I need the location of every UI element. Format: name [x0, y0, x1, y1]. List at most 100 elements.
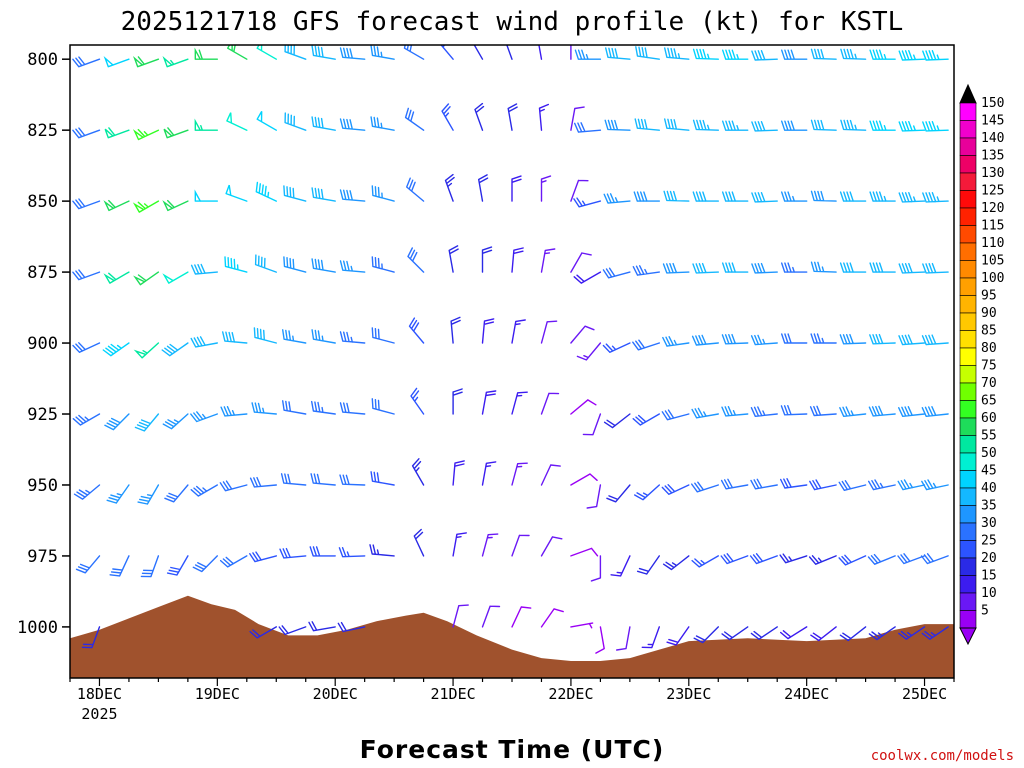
- colorbar-label: 80: [981, 341, 997, 356]
- wind-barb: [511, 175, 522, 202]
- wind-barb-shape: [810, 261, 837, 273]
- wind-barb: [839, 262, 867, 273]
- colorbar-label: 60: [981, 411, 997, 426]
- wind-barb-shape: [222, 331, 248, 344]
- wind-barb: [750, 626, 778, 640]
- wind-barb: [163, 127, 189, 139]
- x-axis: 18DEC 19DEC 20DEC 21DEC 22DEC 23DEC 24DEC 25DEC…: [69, 678, 955, 723]
- x-tick-label: 19DEC: [195, 685, 240, 703]
- wind-barb: [104, 127, 130, 139]
- wind-barb: [254, 254, 277, 273]
- wind-barb-shape: [664, 47, 690, 60]
- wind-barb-shape: [922, 262, 949, 274]
- wind-barb-shape: [452, 460, 465, 486]
- wind-barb-shape: [570, 399, 597, 415]
- wind-barb-shape: [602, 342, 631, 353]
- wind-barb: [590, 555, 602, 582]
- wind-barb: [693, 626, 719, 644]
- wind-barb: [838, 554, 867, 566]
- colorbar-label: 130: [981, 166, 1004, 181]
- wind-barb: [192, 555, 218, 573]
- wind-barb: [898, 192, 926, 203]
- wind-barb-shape: [192, 555, 218, 573]
- wind-barb-shape: [282, 329, 307, 344]
- wind-barb: [511, 462, 528, 486]
- wind-barb-shape: [810, 48, 837, 60]
- wind-barb-shape: [751, 262, 778, 274]
- wind-barb: [311, 400, 336, 415]
- wind-barb: [339, 189, 366, 202]
- wind-barb-shape: [781, 49, 808, 60]
- wind-barb-shape: [411, 458, 425, 486]
- wind-barb-shape: [339, 402, 366, 415]
- wind-barb-shape: [922, 50, 949, 61]
- wind-barb: [540, 608, 564, 628]
- wind-barb-shape: [868, 479, 896, 491]
- wind-barb: [220, 406, 248, 417]
- wind-barb-shape: [839, 191, 867, 202]
- wind-barb-shape: [104, 127, 130, 139]
- wind-barb-shape: [220, 406, 248, 417]
- wind-barb: [225, 184, 248, 202]
- wind-barb-shape: [570, 622, 594, 629]
- wind-barb: [280, 473, 307, 486]
- wind-barb-shape: [103, 199, 130, 212]
- wind-barb-shape: [162, 413, 189, 430]
- wind-barb: [602, 342, 631, 353]
- wind-barb-shape: [506, 45, 513, 60]
- wind-barb: [540, 536, 563, 557]
- wind-barb-shape: [603, 193, 631, 204]
- wind-barb-shape: [109, 555, 130, 577]
- colorbar-swatch: [959, 295, 977, 314]
- wind-barb: [662, 262, 690, 274]
- wind-barb: [251, 402, 277, 415]
- wind-barb-shape: [604, 119, 631, 131]
- wind-barb-shape: [369, 544, 395, 557]
- wind-barb: [632, 413, 660, 426]
- wind-barb-shape: [162, 271, 189, 284]
- wind-barb-shape: [570, 473, 598, 486]
- wind-barb: [641, 626, 660, 649]
- wind-barb: [162, 56, 189, 68]
- wind-barb: [868, 405, 896, 417]
- wind-barb-shape: [194, 47, 218, 60]
- wind-barb: [595, 626, 605, 654]
- wind-barb-shape: [570, 106, 585, 131]
- wind-barb: [921, 406, 949, 417]
- wind-barb-shape: [692, 262, 719, 274]
- wind-barb: [750, 334, 778, 346]
- wind-barb-shape: [921, 406, 949, 417]
- wind-barb-shape: [839, 406, 867, 417]
- wind-barb-shape: [511, 175, 522, 202]
- wind-barb-shape: [922, 121, 949, 132]
- wind-barb-shape: [693, 626, 719, 644]
- wind-barb-shape: [691, 334, 719, 346]
- wind-barb-shape: [338, 547, 366, 558]
- wind-barb-shape: [310, 473, 336, 486]
- wind-barb-shape: [641, 626, 660, 649]
- wind-barb-shape: [691, 555, 719, 568]
- wind-barb-shape: [570, 547, 599, 557]
- wind-barb-shape: [590, 555, 602, 582]
- wind-barb: [311, 329, 336, 344]
- wind-barb: [282, 400, 307, 415]
- wind-barb-shape: [72, 198, 101, 210]
- wind-barb-shape: [370, 471, 395, 486]
- wind-barb-shape: [540, 536, 563, 557]
- wind-barb: [308, 621, 336, 632]
- wind-barb-shape: [166, 555, 189, 576]
- wind-barb: [720, 478, 749, 490]
- wind-barb: [194, 118, 218, 131]
- wind-barb: [226, 112, 248, 131]
- wind-barb-shape: [869, 191, 896, 202]
- wind-barb: [72, 413, 101, 426]
- wind-barb: [540, 464, 561, 486]
- colorbar-label: 150: [981, 96, 1004, 111]
- credit-text[interactable]: coolwx.com/models: [871, 748, 1014, 764]
- wind-barb: [441, 103, 454, 131]
- colorbar-swatch: [959, 137, 977, 156]
- wind-barb-shape: [898, 50, 926, 61]
- wind-barb-shape: [371, 327, 395, 344]
- wind-barb-shape: [81, 626, 101, 649]
- wind-barb-shape: [781, 191, 808, 202]
